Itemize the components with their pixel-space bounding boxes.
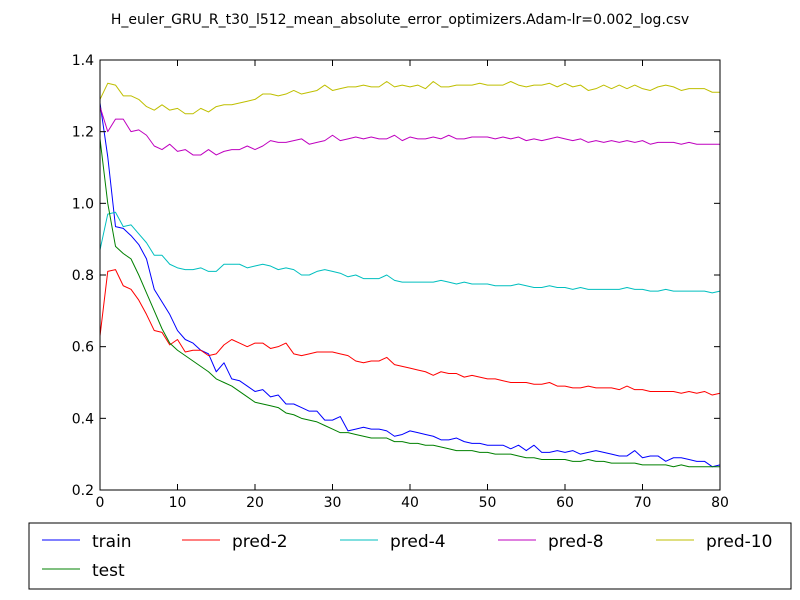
plot-frame [99, 59, 721, 491]
chart-title: H_euler_GRU_R_t30_l512_mean_absolute_err… [111, 12, 689, 28]
legend-item-pred-2: pred-2 [182, 532, 288, 552]
x-tick-label: 0 [96, 495, 105, 511]
legend-item-pred-4: pred-4 [340, 532, 446, 552]
legend-label-pred-8: pred-8 [548, 532, 604, 552]
legend: train pred-2 pred-4 pred-8 pred-10 test [28, 522, 792, 590]
x-tick-label: 60 [556, 495, 574, 511]
y-tick-label: 0.8 [72, 268, 94, 284]
legend-item-train: train [42, 532, 132, 552]
y-tick-label: 1.2 [72, 125, 94, 141]
series-line-pred-10 [99, 81, 720, 115]
series-line-pred-8 [99, 106, 720, 156]
series-line-pred-2 [99, 269, 721, 396]
y-tick-label: 1.0 [72, 196, 94, 212]
y-tick-label: 0.6 [72, 340, 94, 356]
series-layer [99, 81, 721, 468]
legend-item-pred-8: pred-8 [498, 532, 604, 552]
x-tick-label: 10 [169, 495, 187, 511]
axes-layer: 0 10 20 30 40 50 60 70 80 0.2 0.4 0.6 0.8 1.0 1.2 1.4 [72, 53, 729, 511]
legend-label-pred-2: pred-2 [232, 532, 288, 552]
legend-label-train: train [92, 532, 132, 552]
series-line-pred-4 [99, 211, 721, 294]
x-tick-label: 40 [401, 495, 419, 511]
legend-label-test: test [92, 561, 125, 581]
legend-label-pred-10: pred-10 [706, 532, 772, 552]
y-tick-label: 1.4 [72, 53, 94, 69]
x-tick-label: 50 [479, 495, 497, 511]
x-tick-label: 70 [634, 495, 652, 511]
y-tick-label: 0.2 [72, 483, 94, 499]
legend-item-pred-10: pred-10 [656, 532, 772, 552]
plot-area [100, 60, 720, 490]
x-tick-label: 30 [324, 495, 342, 511]
series-line-test [99, 138, 720, 468]
legend-item-test: test [42, 561, 125, 581]
y-tick-label: 0.4 [72, 411, 94, 427]
x-tick-label: 80 [711, 495, 729, 511]
legend-label-pred-4: pred-4 [390, 532, 446, 552]
legend-box [28, 522, 792, 590]
x-tick-label: 20 [246, 495, 264, 511]
